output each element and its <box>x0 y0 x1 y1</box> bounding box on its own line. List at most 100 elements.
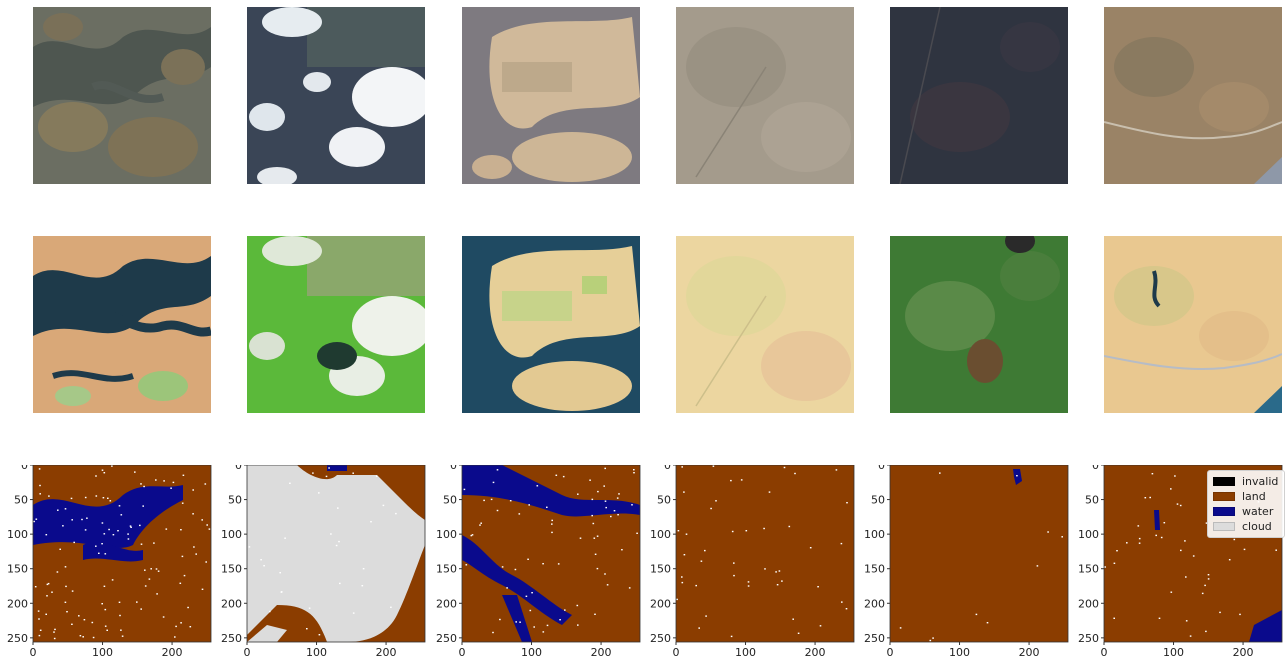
tile-5-false-color <box>890 236 1068 413</box>
mask-region-2 <box>1154 510 1160 530</box>
y-tick-label: 250 <box>221 632 242 645</box>
y-tick-label: 150 <box>864 563 885 576</box>
y-tick-label: 200 <box>650 597 671 610</box>
y-tick-label: 0 <box>878 465 885 472</box>
legend-swatch-land <box>1213 492 1235 501</box>
mask-region-3 <box>502 595 532 642</box>
y-tick-label: 250 <box>436 632 457 645</box>
y-tick-label: 200 <box>1078 597 1099 610</box>
legend-swatch-water <box>1213 507 1235 516</box>
y-tick-label: 250 <box>1078 632 1099 645</box>
y-tick-label: 100 <box>864 528 885 541</box>
y-tick-label: 200 <box>221 597 242 610</box>
x-tick-label: 0 <box>244 646 251 659</box>
x-tick-label: 200 <box>805 646 826 659</box>
legend-label-invalid: invalid <box>1242 475 1279 488</box>
y-tick-label: 100 <box>7 528 28 541</box>
mask-frame <box>1103 465 1283 643</box>
x-tick-label: 100 <box>949 646 970 659</box>
x-tick-label: 100 <box>1163 646 1184 659</box>
mask-region-2 <box>462 535 572 625</box>
y-tick-label: 150 <box>7 563 28 576</box>
y-tick-label: 150 <box>1078 563 1099 576</box>
y-tick-label: 50 <box>443 494 457 507</box>
y-tick-label: 250 <box>650 632 671 645</box>
y-tick-label: 200 <box>7 597 28 610</box>
legend-label-land: land <box>1242 490 1266 503</box>
mask-frame <box>461 465 641 643</box>
mask-region-1 <box>247 465 425 642</box>
y-tick-label: 100 <box>650 528 671 541</box>
mask-land-area <box>676 465 854 642</box>
y-tick-label: 200 <box>864 597 885 610</box>
y-tick-label: 0 <box>664 465 671 472</box>
x-tick-label: 200 <box>591 646 612 659</box>
y-tick-label: 150 <box>221 563 242 576</box>
y-tick-label: 50 <box>657 494 671 507</box>
legend: invalid land water cloud <box>1207 470 1286 538</box>
y-tick-label: 0 <box>21 465 28 472</box>
tile-2-true-color <box>247 7 425 184</box>
y-tick-label: 100 <box>436 528 457 541</box>
mask-region-2 <box>247 625 287 642</box>
tile-3-true-color <box>462 7 640 184</box>
y-tick-label: 250 <box>7 632 28 645</box>
y-tick-label: 200 <box>436 597 457 610</box>
legend-swatch-cloud <box>1213 522 1235 531</box>
legend-item-invalid: invalid <box>1213 474 1278 489</box>
x-tick-label: 100 <box>92 646 113 659</box>
x-tick-label: 0 <box>1101 646 1108 659</box>
y-tick-label: 150 <box>650 563 671 576</box>
y-tick-label: 100 <box>221 528 242 541</box>
mask-region-1 <box>462 465 640 517</box>
x-tick-label: 100 <box>735 646 756 659</box>
x-tick-label: 200 <box>1019 646 1040 659</box>
y-tick-label: 50 <box>871 494 885 507</box>
tile-3-false-color <box>462 236 640 413</box>
tile-6-false-color <box>1104 236 1282 413</box>
y-tick-label: 0 <box>450 465 457 472</box>
legend-swatch-invalid <box>1213 477 1235 486</box>
tile-2-false-color <box>247 236 425 413</box>
x-tick-label: 100 <box>521 646 542 659</box>
mask-frame <box>675 465 855 643</box>
y-tick-label: 50 <box>228 494 242 507</box>
y-tick-label: 0 <box>235 465 242 472</box>
tile-4-false-color <box>676 236 854 413</box>
x-tick-label: 200 <box>376 646 397 659</box>
tile-6-true-color <box>1104 7 1282 184</box>
mask-frame <box>32 465 212 643</box>
tile-1-false-color <box>33 236 211 413</box>
mask-region-1 <box>1249 610 1282 642</box>
legend-item-water: water <box>1213 504 1278 519</box>
y-tick-label: 0 <box>1092 465 1099 472</box>
y-tick-label: 150 <box>436 563 457 576</box>
legend-label-cloud: cloud <box>1242 520 1272 533</box>
legend-item-land: land <box>1213 489 1278 504</box>
mask-region-1 <box>1013 469 1022 485</box>
x-tick-label: 200 <box>162 646 183 659</box>
mask-land-area <box>890 465 1068 642</box>
mask-region-3 <box>327 465 347 471</box>
mask-region-2 <box>83 542 143 562</box>
mask-frame <box>889 465 1069 643</box>
mask-frame <box>246 465 426 643</box>
y-tick-label: 50 <box>14 494 28 507</box>
legend-item-cloud: cloud <box>1213 519 1278 534</box>
tile-1-true-color <box>33 7 211 184</box>
tile-4-true-color <box>676 7 854 184</box>
x-tick-label: 0 <box>673 646 680 659</box>
x-tick-label: 0 <box>887 646 894 659</box>
mask-region-1 <box>33 485 183 548</box>
x-tick-label: 200 <box>1233 646 1254 659</box>
legend-label-water: water <box>1242 505 1274 518</box>
y-tick-label: 250 <box>864 632 885 645</box>
x-tick-label: 100 <box>306 646 327 659</box>
y-tick-label: 100 <box>1078 528 1099 541</box>
